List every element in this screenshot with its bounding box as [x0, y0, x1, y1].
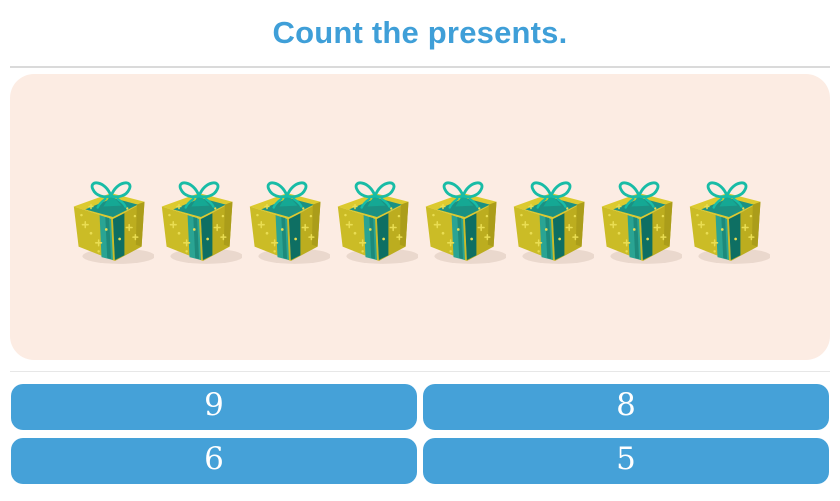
present-icon: [249, 181, 330, 264]
answer-button-6[interactable]: 6: [11, 438, 417, 484]
answer-button-5[interactable]: 5: [423, 438, 829, 484]
presents-panel: [10, 74, 830, 360]
present-icon: [689, 181, 770, 264]
answers-divider: [10, 371, 830, 372]
title-divider: [10, 66, 830, 68]
answer-button-9[interactable]: 9: [11, 384, 417, 430]
question-bar: Count the presents.: [0, 0, 840, 66]
present-icon: [73, 181, 154, 264]
answer-button-8[interactable]: 8: [423, 384, 829, 430]
present-icon: [161, 181, 242, 264]
present-icon: [513, 181, 594, 264]
answer-grid: 9 8 6 5: [11, 384, 829, 484]
present-icon: [601, 181, 682, 264]
present-icon: [425, 181, 506, 264]
present-icon: [337, 181, 418, 264]
presents-row: [70, 170, 770, 266]
page-title: Count the presents.: [272, 15, 568, 50]
